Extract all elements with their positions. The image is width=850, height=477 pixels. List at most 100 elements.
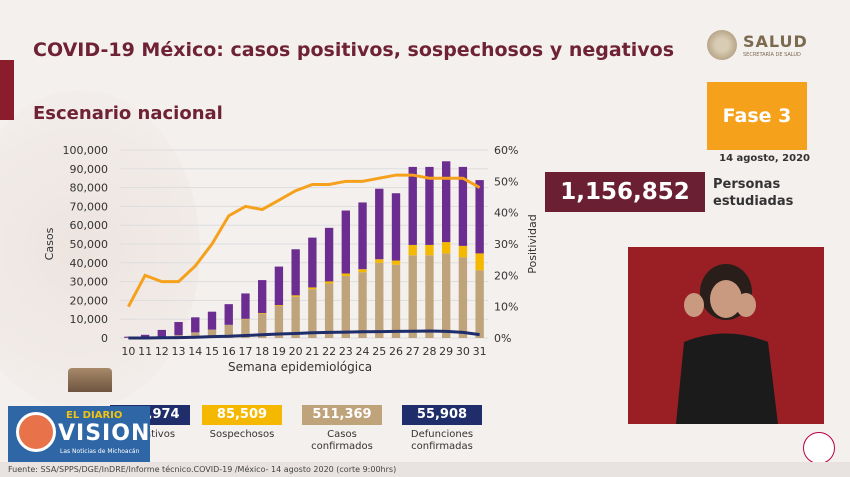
- background-watermark: [0, 90, 200, 410]
- interpreter-figure: [676, 264, 778, 424]
- x-tick-label: 17: [238, 345, 252, 358]
- bar: [458, 166, 468, 246]
- government-seal-icon: [803, 432, 835, 464]
- logo-subtitle: SECRETARÍA DE SALUD: [743, 52, 801, 58]
- bar: [241, 319, 250, 338]
- bar: [375, 262, 384, 338]
- x-tick-label: 21: [305, 345, 319, 358]
- y-tick-label: 10,000: [70, 313, 109, 326]
- bar: [308, 237, 317, 288]
- x-tick-label: 11: [138, 345, 152, 358]
- x-tick-label: 24: [356, 345, 370, 358]
- bar: [442, 242, 451, 254]
- total-label-line-2: estudiadas: [713, 194, 794, 209]
- bar: [324, 283, 334, 338]
- bar: [324, 227, 334, 282]
- x-tick-label: 14: [188, 345, 202, 358]
- bar: [442, 161, 451, 243]
- deaths-label: Defunciones confirmadas: [402, 429, 482, 453]
- bar: [224, 304, 233, 325]
- bar: [274, 305, 284, 307]
- x-tick-label: 19: [272, 345, 286, 358]
- x-tick-label: 15: [205, 345, 219, 358]
- page-title: COVID-19 México: casos positivos, sospec…: [33, 39, 674, 61]
- salud-logo: SALUD SECRETARÍA DE SALUD: [707, 30, 817, 62]
- x-tick-label: 20: [289, 345, 303, 358]
- deaths-value: 55,908: [402, 405, 482, 425]
- bar: [408, 255, 417, 338]
- accent-bar: [0, 60, 14, 120]
- y2-tick-label: 50%: [494, 175, 518, 188]
- y-tick-label: 90,000: [70, 163, 109, 176]
- total-people-value: 1,156,852: [545, 172, 705, 212]
- y2-tick-label: 10%: [494, 301, 518, 314]
- bar: [191, 317, 200, 333]
- x-tick-label: 31: [473, 345, 487, 358]
- x-tick-label: 13: [172, 345, 186, 358]
- bar: [425, 166, 434, 245]
- x-tick-label: 25: [372, 345, 386, 358]
- cases-chart: 0 10,000 20,000 30,000 40,000 50,000 60,000 70,…: [43, 144, 539, 374]
- bar: [174, 322, 183, 336]
- bar: [324, 281, 334, 284]
- brand-line-3: Las Noticias de Michoacán: [60, 448, 140, 455]
- suspected-value: 85,509: [202, 405, 282, 425]
- bar: [391, 193, 401, 261]
- deaths-label-1: Defunciones: [410, 429, 474, 440]
- bar: [475, 270, 484, 338]
- bar: [375, 259, 384, 263]
- bar: [458, 257, 468, 338]
- source-footer: Fuente: SSA/SPPS/DGE/InDRE/Informe técni…: [0, 462, 850, 477]
- confirmed-card: 511,369 Casos confirmados: [302, 405, 382, 453]
- bar: [475, 180, 484, 254]
- y2-tick-label: 0%: [494, 332, 511, 345]
- series-line: [127, 173, 481, 308]
- series-line: [128, 329, 480, 340]
- bar: [274, 266, 284, 306]
- x-axis-ticks: 10 11 12 13 14 15 16 17 18 19 20 21 22 23 24 25 26 27 28 29…: [121, 345, 486, 358]
- y2-tick-label: 30%: [494, 238, 518, 251]
- x-tick-label: 28: [422, 345, 436, 358]
- bar: [475, 253, 484, 271]
- y-tick-label: 60,000: [70, 219, 109, 232]
- bar: [258, 313, 267, 338]
- suspected-label: Sospechosos: [209, 429, 275, 440]
- bar: [258, 312, 267, 314]
- series-lines: [127, 173, 481, 340]
- x-tick-label: 22: [322, 345, 336, 358]
- brand-line-2: VISION: [58, 421, 151, 446]
- bar: [140, 334, 150, 338]
- x-tick-label: 29: [439, 345, 453, 358]
- bar: [425, 244, 434, 256]
- bar: [241, 293, 250, 319]
- bar: [274, 306, 284, 338]
- bar: [391, 264, 401, 338]
- bar: [291, 295, 300, 297]
- bar: [458, 245, 468, 258]
- x-tick-label: 26: [389, 345, 403, 358]
- bar: [358, 269, 367, 273]
- total-label-line-1: Personas: [713, 177, 781, 192]
- brand-line-1: EL DIARIO: [66, 410, 123, 421]
- bar: [341, 273, 350, 276]
- bar: [207, 329, 217, 338]
- bar: [207, 311, 217, 330]
- phase-badge: Fase 3: [707, 82, 807, 150]
- bar: [391, 260, 401, 265]
- y2-axis-ticks: 0% 10% 20% 30% 40% 50% 60%: [494, 144, 518, 345]
- confirmed-value: 511,369: [302, 405, 382, 425]
- x-axis-label: Semana epidemiológica: [228, 360, 372, 374]
- confirmed-label-1: Casos: [327, 429, 357, 440]
- bars: [124, 161, 484, 338]
- x-tick-label: 30: [456, 345, 470, 358]
- y-tick-label: 100,000: [63, 144, 109, 157]
- suspected-card: 85,509 Sospechosos: [202, 405, 282, 441]
- vision-logo-icon: [16, 412, 56, 452]
- bar: [341, 275, 350, 338]
- y2-tick-label: 40%: [494, 207, 518, 220]
- x-tick-label: 23: [339, 345, 353, 358]
- bar: [358, 202, 367, 270]
- bar: [425, 255, 434, 338]
- sign-language-interpreter: [628, 247, 824, 424]
- bar: [157, 329, 166, 337]
